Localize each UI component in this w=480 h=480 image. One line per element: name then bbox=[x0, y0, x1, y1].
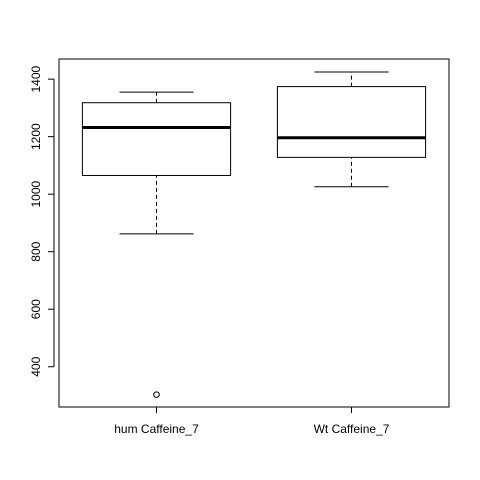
y-tick-label: 800 bbox=[29, 241, 43, 261]
box-group bbox=[81, 91, 232, 398]
y-tick-label: 600 bbox=[29, 299, 43, 319]
box-group bbox=[276, 71, 427, 188]
plot-frame bbox=[58, 58, 450, 408]
y-tick-label: 1400 bbox=[29, 65, 43, 92]
y-tick-label: 1200 bbox=[29, 123, 43, 150]
iqr-box bbox=[276, 86, 427, 158]
y-tick-label: 400 bbox=[29, 356, 43, 376]
y-tick-label: 1000 bbox=[29, 181, 43, 208]
y-axis: 400 600 800 1000 1200 1400 bbox=[29, 65, 55, 377]
x-tick-label: Wt Caffeine_7 bbox=[314, 422, 390, 436]
boxes bbox=[81, 71, 427, 398]
iqr-box bbox=[81, 102, 232, 176]
outlier-point bbox=[153, 391, 160, 398]
x-axis: hum Caffeine_7 Wt Caffeine_7 bbox=[114, 407, 390, 436]
x-tick-label: hum Caffeine_7 bbox=[114, 422, 199, 436]
